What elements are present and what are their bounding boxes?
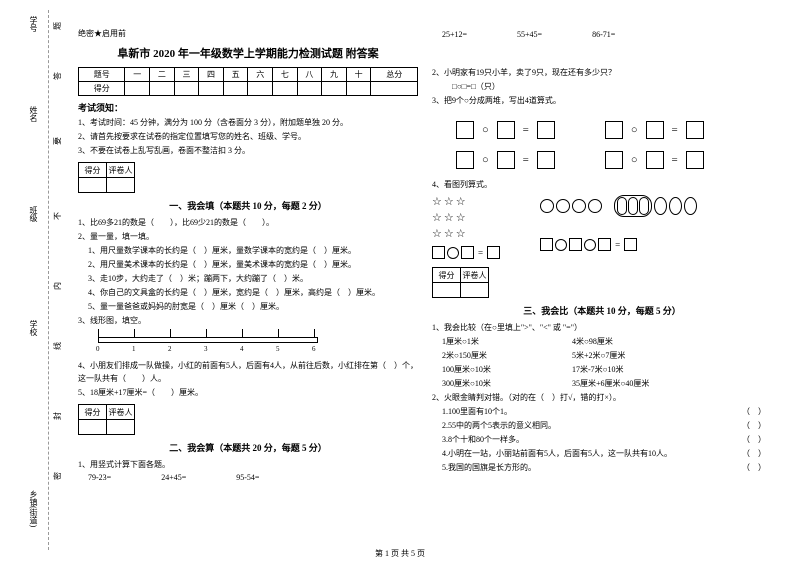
eq-diagram: ○= ○= xyxy=(456,118,772,142)
page-title: 阜新市 2020 年一年级数学上学期能力检测试题 附答案 xyxy=(78,45,418,61)
q: 2、小明家有19只小羊，卖了9只，现在还有多少只？ xyxy=(432,66,772,79)
eq-diagram: ○= ○= xyxy=(456,148,772,172)
score-table: 题号一二三四五六七八九十总分 得分 xyxy=(78,67,418,96)
judge: 2.55中的两个5表示的意义相同。（ ） xyxy=(432,419,772,432)
cmp-row: 300厘米○10米35厘米+6厘米○40厘米 xyxy=(432,377,772,390)
scorebox: 得分评卷人 xyxy=(78,404,135,435)
q: 1、我会比较（在○里填上">"、"<" 或 "="） xyxy=(432,321,772,334)
q: 3、把9个○分成两堆，写出4道算式。 xyxy=(432,94,772,107)
binding-mark: 答 xyxy=(52,72,63,80)
q: 3、走10步，大约走了（ ）米；蹦两下，大约蹦了（ ）米。 xyxy=(78,272,418,285)
page-footer: 第 1 页 共 5 页 xyxy=(0,548,800,559)
section3-title: 三、我会比（本题共 10 分，每题 5 分） xyxy=(432,304,772,317)
q: 3、线形图，填空。 xyxy=(78,314,418,327)
binding-label: 班级 xyxy=(28,206,39,222)
binding-label: 学号 xyxy=(28,16,39,32)
binding-mark: 要 xyxy=(52,137,63,145)
formula-row: 25+12=55+45=86-71= xyxy=(442,30,772,39)
judge: 3.8个十和80个一样多。（ ） xyxy=(432,433,772,446)
scorebox: 得分评卷人 xyxy=(432,267,489,298)
q: 4、小朋友们排成一队做操，小红的前面有5人，后面有4人，从前往后数，小红排在第（… xyxy=(78,359,418,385)
q: 1、用尺量数学课本的长约是（ ）厘米，量数学课本的宽约是（ ）厘米。 xyxy=(78,244,418,257)
notice-head: 考试须知： xyxy=(78,101,418,114)
judge: 5.我国的国旗是长方形的。（ ） xyxy=(432,461,772,474)
q: 2、火眼金睛判对错。（对的在（ ）打√，错的打×）。 xyxy=(432,391,772,404)
cmp-row: 2米○150厘米5米+2米○7厘米 xyxy=(432,349,772,362)
q: 1、用竖式计算下面各题。 xyxy=(78,458,418,471)
cmp-row: 100厘米○10米17米-7米○10米 xyxy=(432,363,772,376)
judge: 4.小明在一站，小丽站前面有5人，后面有5人，这一队共有10人。（ ） xyxy=(432,447,772,460)
binding-label: 乡镇(街道) xyxy=(28,490,39,527)
ruler: 0123456 xyxy=(98,329,318,355)
binding-label: 姓名 xyxy=(28,106,39,122)
q: 4、你自己的文具盒的长约是（ ）厘米，宽约是（ ）厘米，高约是（ ）厘米。 xyxy=(78,286,418,299)
judge: 1.100里面有10个1。（ ） xyxy=(432,405,772,418)
section2-title: 二、我会算（本题共 20 分，每题 5 分） xyxy=(78,441,418,454)
shapes-diagram: ☆☆☆ ☆☆☆ ☆☆☆ = = xyxy=(432,195,772,259)
binding-mark: 线 xyxy=(52,342,63,350)
binding-mark: 内 xyxy=(52,282,63,290)
scorebox: 得分评卷人 xyxy=(78,162,135,193)
binding-label: 学校 xyxy=(28,320,39,336)
q: 4、看图列算式。 xyxy=(432,178,772,191)
cmp-row: 1厘米○1米4米○98厘米 xyxy=(432,335,772,348)
binding-mark: 不 xyxy=(52,212,63,220)
q: 2、量一量，填一填。 xyxy=(78,230,418,243)
q: 5、量一量爸爸或妈妈的肘宽是（ ）厘米（ ）厘米。 xyxy=(78,300,418,313)
notice-item: 2、请首先按要求在试卷的指定位置填写您的姓名、班级、学号。 xyxy=(78,130,418,143)
q: 2、用尺量美术课本的长约是（ ）厘米，量美术课本的宽约是（ ）厘米。 xyxy=(78,258,418,271)
q: 5、18厘米+17厘米=（ ）厘米。 xyxy=(78,386,418,399)
binding-mark: 题 xyxy=(52,22,63,30)
section1-title: 一、我会填（本题共 10 分，每题 2 分） xyxy=(78,199,418,212)
notice-item: 1、考试时间：45 分钟，满分为 100 分（含卷面分 3 分），附加题单独 2… xyxy=(78,116,418,129)
notice-item: 3、不要在试卷上乱写乱画，卷面不整洁扣 3 分。 xyxy=(78,144,418,157)
q: 1、比69多21的数是（ ），比69少21的数是（ ）。 xyxy=(78,216,418,229)
secret-mark: 绝密★启用前 xyxy=(78,28,418,39)
binding-mark: 密 xyxy=(52,472,63,480)
binding-mark: 封 xyxy=(52,412,63,420)
q: □○□=□（只） xyxy=(432,80,772,93)
formula-row: 79-23=24+45=95-54= xyxy=(88,473,418,482)
